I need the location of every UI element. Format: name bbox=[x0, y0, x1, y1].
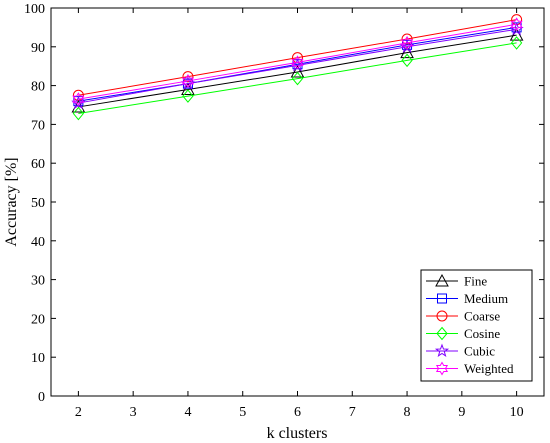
data-point bbox=[400, 45, 414, 59]
y-tick-label: 10 bbox=[31, 351, 45, 366]
x-tick-label: 5 bbox=[239, 405, 246, 420]
legend-label: Medium bbox=[464, 291, 508, 306]
x-tick-label: 8 bbox=[404, 405, 411, 420]
legend: Fine Medium Coarse Cosine Cubic Weighted bbox=[420, 269, 533, 382]
y-tick-label: 80 bbox=[31, 80, 45, 95]
data-point bbox=[291, 55, 304, 70]
data-point bbox=[72, 106, 85, 121]
data-point bbox=[401, 35, 414, 50]
data-point bbox=[182, 89, 194, 103]
data-point bbox=[401, 33, 413, 45]
x-tick-label: 6 bbox=[294, 405, 301, 420]
series-line bbox=[78, 42, 517, 115]
legend-marker bbox=[436, 326, 448, 341]
series-line bbox=[78, 26, 517, 102]
legend-item: Cosine bbox=[426, 326, 500, 341]
x-tick-label: 9 bbox=[458, 405, 465, 420]
legend-marker bbox=[435, 361, 449, 376]
y-tick-label: 30 bbox=[31, 274, 45, 289]
data-point bbox=[509, 28, 524, 41]
y-axis-label: Accuracy [%] bbox=[3, 157, 20, 246]
y-tick-label: 40 bbox=[31, 235, 45, 250]
legend-marker bbox=[434, 343, 450, 358]
data-point bbox=[72, 92, 85, 107]
x-tick-label: 3 bbox=[130, 405, 137, 420]
legend-label: Weighted bbox=[464, 361, 514, 376]
series-line bbox=[78, 23, 517, 100]
legend-marker bbox=[437, 293, 447, 304]
x-tick-label: 7 bbox=[349, 405, 356, 420]
data-point bbox=[510, 17, 523, 32]
x-tick-label: 10 bbox=[510, 405, 524, 420]
legend-label: Fine bbox=[464, 274, 487, 289]
y-tick-label: 60 bbox=[31, 157, 45, 172]
y-tick-label: 90 bbox=[31, 41, 45, 56]
legend-item: Medium bbox=[426, 291, 508, 306]
legend-label: Cubic bbox=[464, 344, 495, 359]
data-point bbox=[291, 71, 304, 86]
series-line bbox=[78, 28, 517, 104]
legend-item: Coarse bbox=[426, 309, 500, 324]
data-point bbox=[290, 64, 305, 78]
x-tick-label: 4 bbox=[184, 405, 191, 420]
series-weighted bbox=[72, 17, 523, 107]
y-tick-label: 20 bbox=[31, 312, 45, 327]
legend-marker bbox=[436, 310, 448, 322]
legend-box bbox=[420, 269, 533, 382]
data-point bbox=[510, 36, 523, 50]
legend-label: Cosine bbox=[464, 326, 500, 341]
legend-marker bbox=[435, 273, 449, 287]
data-point bbox=[181, 73, 194, 88]
series-layer bbox=[71, 14, 524, 121]
legend-item: Weighted bbox=[426, 361, 514, 376]
data-point bbox=[182, 71, 194, 83]
y-tick-label: 70 bbox=[31, 118, 45, 133]
data-point bbox=[181, 82, 195, 95]
legend-item: Fine bbox=[426, 274, 487, 289]
series-cosine bbox=[72, 36, 523, 121]
y-tick-label: 100 bbox=[24, 2, 45, 17]
legend-label: Coarse bbox=[464, 309, 500, 324]
y-tick-label: 50 bbox=[31, 196, 45, 211]
legend-item: Cubic bbox=[426, 344, 495, 359]
series-line bbox=[78, 19, 517, 96]
x-tick-label: 2 bbox=[75, 405, 82, 420]
x-axis-label: k clusters bbox=[267, 425, 328, 442]
y-tick-label: 0 bbox=[38, 390, 45, 405]
data-point bbox=[401, 53, 413, 68]
data-point bbox=[72, 89, 84, 101]
